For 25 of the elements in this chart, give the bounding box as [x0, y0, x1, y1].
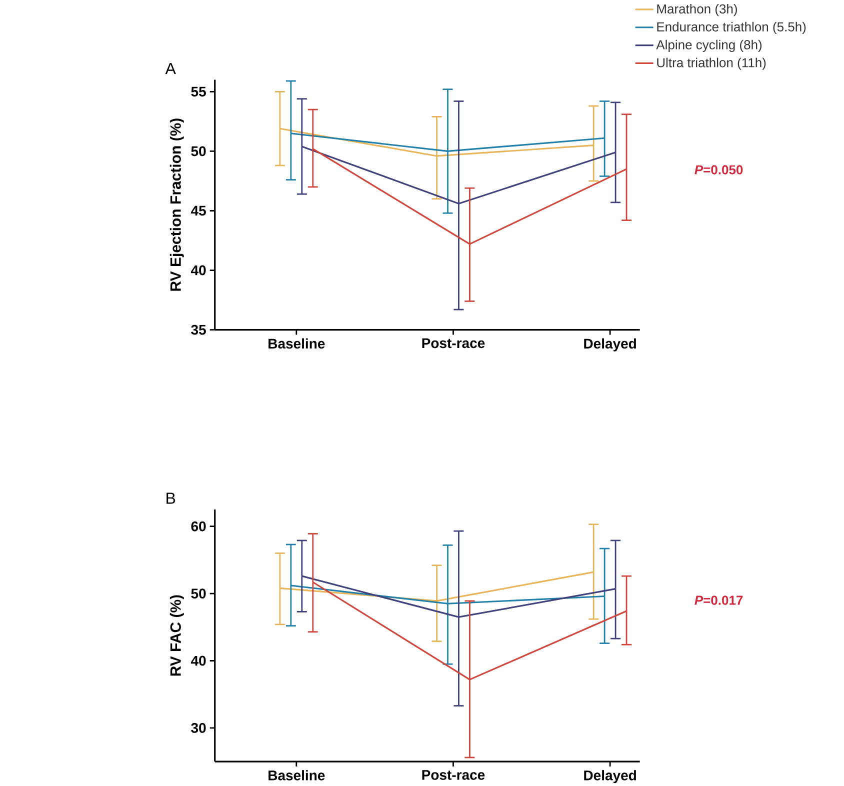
y-axis-title: RV Ejection Fraction (%) [170, 118, 184, 291]
text: P=0.050 [694, 164, 743, 174]
legend-label: Alpine cycling (8h) [656, 40, 762, 52]
x-tick-label: Delayed [584, 770, 636, 783]
y-tick-label: 55 [191, 86, 206, 96]
text: P=0.017 [694, 595, 743, 605]
y-tick-label: 50 [191, 588, 206, 598]
x-tick-label: Post-race [422, 770, 485, 780]
x-tick-label: Delayed [584, 338, 636, 352]
chart-title: B [166, 492, 176, 504]
y-axis-title: RV FAC (%) [170, 594, 184, 676]
x-tick-label: Baseline [268, 338, 325, 348]
y-tick-label: 30 [191, 722, 206, 733]
x-tick-label: Post-race [422, 338, 485, 348]
y-tick-label: 50 [191, 146, 206, 156]
y-tick-label: 60 [191, 521, 206, 532]
legend-label: Endurance triathlon (5.5h) [657, 22, 806, 34]
y-tick-label: 40 [190, 656, 206, 666]
x-tick-label: Baseline [268, 770, 325, 780]
chart-title: A [165, 62, 176, 74]
legend-label: Ultra triathlon (11h) [657, 58, 766, 70]
y-tick-label: 45 [190, 206, 206, 216]
y-tick-label: 35 [191, 324, 206, 335]
y-tick-label: 40 [190, 265, 206, 275]
legend-label: Marathon (3h) [657, 4, 737, 16]
